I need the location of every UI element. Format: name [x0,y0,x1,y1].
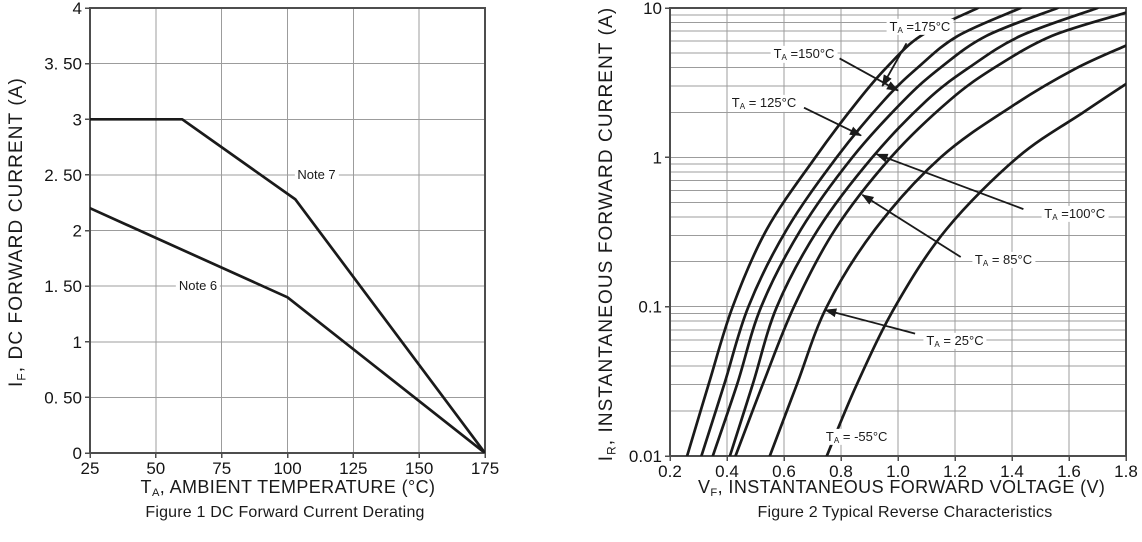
svg-text:125: 125 [339,459,367,478]
figure2-curve-label-0: TA =175°C [886,18,954,35]
figure2-curve-label-3: TA =100°C [1041,205,1109,222]
svg-text:1: 1 [73,333,82,352]
svg-text:0.6: 0.6 [772,462,796,481]
annotation-arrow [824,308,916,335]
figure2-curve-label-4: TA = 85°C [971,251,1036,269]
svg-text:0.1: 0.1 [638,298,662,317]
svg-text:1.6: 1.6 [1057,462,1081,481]
svg-text:0.8: 0.8 [829,462,853,481]
svg-text:0.01: 0.01 [629,447,662,466]
svg-text:0: 0 [73,444,82,463]
figure2-curve-label-2: TA = 125°C [728,95,800,112]
figure1-curves [90,117,485,453]
annotation-arrow [861,194,962,258]
svg-text:175: 175 [471,459,499,478]
figure1-grid [89,7,486,454]
figure1-curve-label-1: Note 6 [175,277,221,295]
svg-text:10: 10 [643,0,662,18]
svg-text:0. 50: 0. 50 [44,388,82,407]
figure2-ticks [665,7,1127,461]
figure2-curves [685,8,1126,456]
svg-text:75: 75 [212,459,231,478]
svg-text:2: 2 [73,222,82,241]
svg-text:50: 50 [146,459,165,478]
svg-text:1. 50: 1. 50 [44,277,82,296]
figure2-series-2 [711,8,1059,456]
svg-text:1.2: 1.2 [943,462,967,481]
figure2-y-axis-label: IR, INSTANTANEOUS FORWARD CURRENT (A) [596,6,619,462]
figure2-series-1 [700,8,1022,456]
svg-text:0.4: 0.4 [715,462,739,481]
svg-text:100: 100 [273,459,301,478]
svg-text:2. 50: 2. 50 [44,166,82,185]
figure2-series-3 [728,8,1099,456]
figure2-grid [669,7,1127,457]
figure1-title: Figure 1 DC Forward Current Derating [145,504,425,521]
annotation-arrow [881,42,908,87]
figure1-x-axis-label: TA, AMBIENT TEMPERATURE (°C) [140,477,436,500]
figure2-curve-label-1: TA =150°C [770,46,838,63]
figure1-series-1 [90,206,485,453]
svg-text:4: 4 [73,0,82,18]
figure2-curve-label-5: TA = 25°C [923,332,987,350]
svg-text:3. 50: 3. 50 [44,55,82,74]
figure2-title: Figure 2 Typical Reverse Characteristics [757,504,1053,521]
svg-text:25: 25 [81,459,100,478]
figure2-series-6 [825,82,1126,456]
annotation-arrow [875,153,1024,210]
figure1-ticks [85,7,486,458]
svg-text:1: 1 [653,148,662,167]
figure2-annotation-arrows [803,42,1024,335]
svg-text:1.4: 1.4 [1000,462,1024,481]
svg-text:1.8: 1.8 [1114,462,1138,481]
figure1-y-axis-label: IF, DC FORWARD CURRENT (A) [6,77,29,387]
svg-text:150: 150 [405,459,433,478]
svg-text:0.2: 0.2 [658,462,682,481]
figure1-curve-label-0: Note 7 [294,166,339,184]
figure2-x-axis-label: VF, INSTANTANEOUS FORWARD VOLTAGE (V) [698,477,1106,500]
figure2-curve-label-6: TA = -55°C [822,428,891,445]
svg-text:1.0: 1.0 [886,462,910,481]
svg-text:3: 3 [73,110,82,129]
figure2-series-5 [768,44,1126,456]
figure1-series-0 [90,117,485,453]
figure2-tick-labels: 0.2 0.4 0.6 0.8 1.0 1.2 1.4 1.6 1.8 0.01 0.1 1 10 [629,0,1138,481]
annotation-arrow [839,57,899,92]
figure1-tick-labels: 25 50 75 100 125 150 175 0 0. 50 1 1. 50 2 2. 50 3 3. … [44,0,499,478]
annotation-arrow [803,106,862,137]
